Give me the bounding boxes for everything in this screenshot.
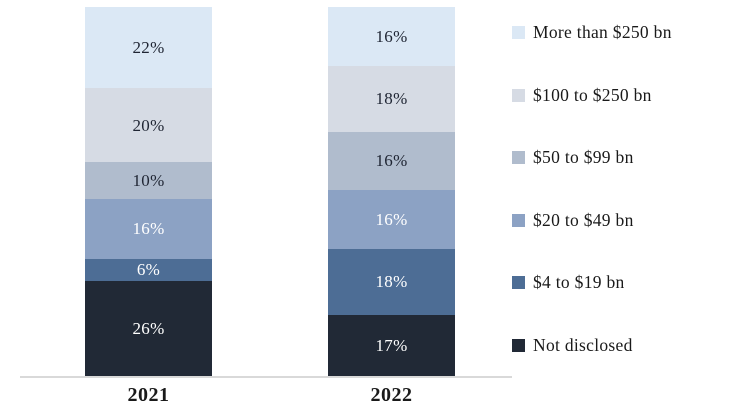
segment-value-label: 10% <box>132 171 165 191</box>
bar-segment: 17% <box>328 314 455 377</box>
legend-label: $50 to $99 bn <box>533 147 634 168</box>
bar-segment: 6% <box>85 258 212 281</box>
legend-swatch-icon <box>512 338 525 352</box>
legend-item: $20 to $49 bn <box>512 210 672 231</box>
segment-value-label: 16% <box>375 26 408 46</box>
bar-segment: 10% <box>85 162 212 200</box>
x-axis-line <box>20 376 512 378</box>
legend-swatch-icon <box>512 26 525 39</box>
segment-value-label: 16% <box>375 151 408 171</box>
x-axis-label-2022: 2022 <box>370 384 413 406</box>
legend-item: $4 to $19 bn <box>512 272 672 293</box>
bar-segment: 20% <box>85 88 212 163</box>
segment-value-label: 22% <box>132 38 165 58</box>
legend-item: Not disclosed <box>512 335 672 356</box>
segment-value-label: 17% <box>375 336 408 356</box>
segment-value-label: 16% <box>132 219 165 239</box>
legend-label: $100 to $250 bn <box>533 84 652 105</box>
bar-segment: 18% <box>328 248 455 315</box>
bar-segment: 16% <box>85 199 212 259</box>
bar-segment: 22% <box>85 7 212 89</box>
stacked-bar-2021: 22% 20% 10% 16% 6% 26% <box>85 7 212 377</box>
legend-label: Not disclosed <box>533 334 633 355</box>
segment-value-label: 26% <box>132 319 165 339</box>
x-axis-label-2021: 2021 <box>127 384 170 406</box>
legend-swatch-icon <box>512 276 525 290</box>
segment-value-label: 20% <box>132 115 165 135</box>
bar-segment: 18% <box>328 65 455 132</box>
segment-value-label: 18% <box>375 272 408 292</box>
segment-value-label: 18% <box>375 89 408 109</box>
legend-swatch-icon <box>512 88 525 102</box>
stacked-bar-2022: 16% 18% 16% 16% 18% 17% <box>328 7 455 377</box>
legend-swatch-icon <box>512 151 525 165</box>
segment-value-label: 16% <box>375 209 408 229</box>
legend-item: $100 to $250 bn <box>512 85 672 106</box>
bar-segment: 16% <box>328 7 455 66</box>
legend-label: More than $250 bn <box>533 22 672 42</box>
legend-item: $50 to $99 bn <box>512 147 672 168</box>
legend-label: $4 to $19 bn <box>533 272 625 293</box>
legend: More than $250 bn $100 to $250 bn $50 to $… <box>512 22 672 356</box>
x-axis-labels: 2021 2022 <box>0 384 515 410</box>
legend-item: More than $250 bn <box>512 22 672 43</box>
bar-segment: 16% <box>328 131 455 191</box>
bar-segment: 26% <box>85 280 212 377</box>
legend-swatch-icon <box>512 213 525 227</box>
segment-value-label: 6% <box>136 260 161 280</box>
legend-label: $20 to $49 bn <box>533 209 634 230</box>
bar-segment: 16% <box>328 190 455 249</box>
plot-area: 22% 20% 10% 16% 6% 26% 16% 18% 16% 16% 18% 17% <box>0 7 515 378</box>
